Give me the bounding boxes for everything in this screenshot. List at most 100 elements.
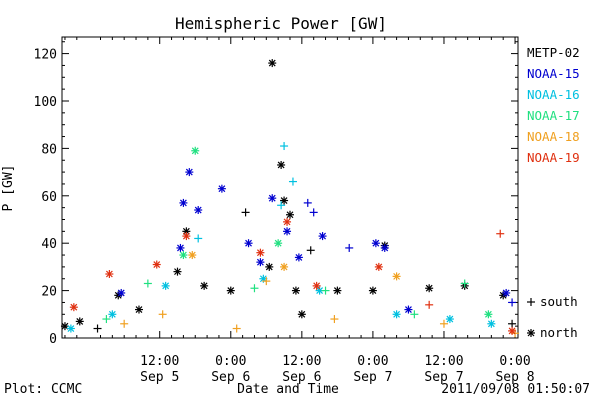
data-point [280,196,289,205]
data-point [460,279,469,288]
data-point [173,267,182,276]
chart-title: Hemispheric Power [GW] [175,14,387,33]
data-point [191,146,200,155]
data-point [291,286,300,295]
x-tick-time-label: 12:00 [424,354,463,369]
data-point [277,201,286,210]
plot-timestamp: 2011/09/08 01:50:07 [441,382,590,397]
data-point [508,319,517,328]
data-point [371,239,380,248]
data-point [410,310,419,319]
data-point [256,248,265,257]
data-point [508,298,517,307]
series-noaa-15 [117,168,517,314]
series-noaa-19 [69,217,517,335]
y-axis-label: P [GW] [1,165,16,212]
marker-legend-symbol [527,329,535,337]
data-point [306,246,315,255]
data-point [241,208,250,217]
data-point [75,317,84,326]
data-point [425,284,434,293]
data-point [283,217,292,226]
data-point [502,288,511,297]
data-point [280,262,289,271]
data-point [182,232,191,241]
data-point [185,168,194,177]
data-point [345,243,354,252]
data-point [439,319,448,328]
x-tick-date-label: Sep 8 [495,370,534,385]
y-tick-label: 120 [34,48,57,63]
data-point [274,239,283,248]
data-points [60,59,520,338]
data-point [256,258,265,267]
x-tick-time-label: 0:00 [499,354,530,369]
x-tick-time-label: 0:00 [215,354,246,369]
data-point [158,310,167,319]
data-point [69,303,78,312]
data-point [303,198,312,207]
data-point [484,310,493,319]
y-tick-label: 80 [41,142,57,157]
series-noaa-16 [66,142,496,333]
marker-legend: south north [527,294,578,340]
data-point [277,160,286,169]
data-point [294,253,303,262]
data-point [288,177,297,186]
data-point [143,279,152,288]
data-point [297,310,306,319]
data-point [318,232,327,241]
data-point [66,324,75,333]
series-metp-02 [60,59,517,333]
x-axis-label: Date and Time [237,382,339,397]
y-tick-label: 20 [41,285,57,300]
legend-item-noaa-16: NOAA-16 [527,87,580,102]
x-tick-time-label: 12:00 [140,354,179,369]
data-point [425,300,434,309]
data-point [286,210,294,219]
data-point [309,208,318,217]
data-point [188,251,197,260]
data-point [244,239,253,248]
data-point [120,319,129,328]
data-point [232,324,241,333]
data-point [105,270,114,279]
data-point [330,315,339,324]
data-point [374,262,383,271]
data-point [250,284,259,293]
marker-legend-label: north [540,325,578,340]
x-tick-time-label: 12:00 [282,354,321,369]
data-point [102,315,111,324]
data-point [134,305,143,314]
y-tick-label: 40 [41,237,57,252]
plot-credit: Plot: CCMC [4,382,82,397]
data-point [194,234,203,243]
data-point [368,286,377,295]
y-tick-label: 60 [41,190,57,205]
series-legend: METP-02 NOAA-15 NOAA-16 NOAA-17 NOAA-18 NOAA-… [527,45,580,165]
data-point [194,206,203,215]
data-point [496,229,505,238]
legend-item-noaa-19: NOAA-19 [527,150,580,165]
data-point [200,281,209,290]
x-tick-time-label: 0:00 [357,354,388,369]
x-tick-date-label: Sep 7 [424,370,463,385]
plot-frame [61,36,519,339]
x-tick-date-label: Sep 7 [353,370,392,385]
legend-item-noaa-17: NOAA-17 [527,108,580,123]
data-point [265,262,274,271]
data-point [161,281,170,290]
data-point [262,277,271,286]
y-tick-label: 0 [49,332,57,347]
x-tick-date-label: Sep 5 [140,370,179,385]
data-point [268,59,277,68]
data-point [508,326,517,335]
marker-legend-symbol [527,298,535,306]
data-point [117,288,126,297]
data-point [93,324,102,333]
data-point [392,310,401,319]
data-point [392,272,401,281]
legend-item-noaa-15: NOAA-15 [527,66,580,81]
